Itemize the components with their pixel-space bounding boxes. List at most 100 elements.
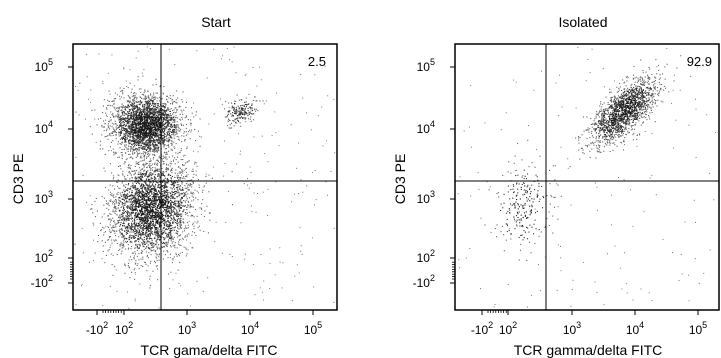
data-point [148, 156, 149, 157]
data-point [144, 170, 145, 171]
data-point [139, 204, 140, 205]
data-point [128, 199, 129, 200]
data-point [153, 119, 154, 120]
data-point [135, 172, 136, 173]
data-point [129, 227, 130, 228]
data-point [158, 187, 159, 188]
data-point [135, 244, 136, 245]
data-point [137, 163, 138, 164]
data-point [123, 190, 124, 191]
data-point [155, 234, 156, 235]
data-point [151, 247, 152, 248]
data-point [121, 125, 122, 126]
data-point [150, 235, 151, 236]
data-point [134, 122, 135, 123]
data-point [116, 128, 117, 129]
data-point [165, 178, 166, 179]
data-point [172, 150, 173, 151]
data-point [105, 120, 106, 121]
data-point [125, 227, 126, 228]
data-point [122, 104, 123, 105]
data-point [122, 93, 123, 94]
data-point [165, 152, 166, 153]
data-point [155, 262, 156, 263]
data-point [181, 141, 182, 142]
data-point [140, 237, 141, 238]
data-point [142, 106, 143, 107]
data-point [137, 263, 138, 264]
data-point [122, 117, 123, 118]
data-point [174, 213, 175, 214]
data-point [166, 213, 167, 214]
data-point [124, 149, 125, 150]
data-point [141, 128, 142, 129]
data-point [163, 93, 164, 94]
data-point [97, 124, 98, 125]
data-point [121, 109, 122, 110]
data-point [138, 127, 139, 128]
data-point [149, 122, 150, 123]
data-point [121, 127, 122, 128]
data-point [131, 215, 132, 216]
data-point [139, 247, 140, 248]
data-point [129, 139, 130, 140]
data-point [144, 160, 145, 161]
data-point [117, 194, 118, 195]
data-point [196, 162, 197, 163]
data-point [169, 211, 170, 212]
data-point [162, 117, 163, 118]
data-point [139, 194, 140, 195]
data-point [162, 219, 163, 220]
data-point [157, 221, 158, 222]
data-point [134, 220, 135, 221]
data-point [138, 76, 139, 77]
data-point [116, 132, 117, 133]
data-point [119, 135, 120, 136]
data-point [133, 127, 134, 128]
data-point [135, 129, 136, 130]
data-point [124, 225, 125, 226]
data-point [163, 251, 164, 252]
data-point [148, 218, 149, 219]
data-point [118, 217, 119, 218]
data-point [133, 135, 134, 136]
data-point [159, 212, 160, 213]
data-point [199, 185, 200, 186]
data-point [181, 125, 182, 126]
data-point [186, 249, 187, 250]
data-point [109, 213, 110, 214]
data-point [147, 119, 148, 120]
data-point [130, 235, 131, 236]
data-point [193, 197, 194, 198]
data-point [131, 223, 132, 224]
data-point [124, 273, 125, 274]
data-point [126, 118, 127, 119]
data-point [177, 247, 178, 248]
data-point [167, 250, 168, 251]
data-point [154, 205, 155, 206]
data-point [142, 233, 143, 234]
data-point [168, 134, 169, 135]
data-point [170, 166, 171, 167]
data-point [149, 233, 150, 234]
data-point [137, 250, 138, 251]
data-point [155, 118, 156, 119]
data-point [172, 176, 173, 177]
data-point [190, 123, 191, 124]
data-point [133, 230, 134, 231]
data-point [151, 177, 152, 178]
data-point [147, 256, 148, 257]
data-point [202, 199, 203, 200]
data-point [148, 100, 149, 101]
data-point [92, 212, 93, 213]
data-point [116, 200, 117, 201]
data-point [138, 123, 139, 124]
data-point [168, 114, 169, 115]
data-point [168, 131, 169, 132]
data-point [182, 252, 183, 253]
data-point [159, 248, 160, 249]
data-point [90, 209, 91, 210]
data-point [159, 106, 160, 107]
data-point [113, 154, 114, 155]
data-point [136, 136, 137, 137]
